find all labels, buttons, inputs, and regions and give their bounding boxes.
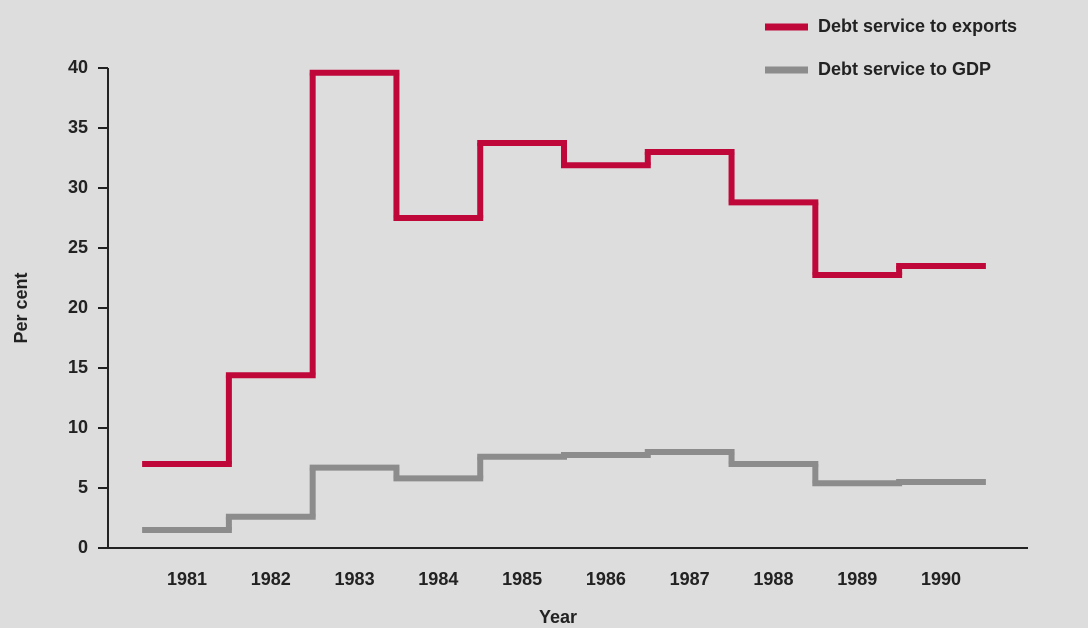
y-axis-label: Per cent xyxy=(11,272,31,343)
y-tick-label: 5 xyxy=(78,477,88,497)
x-tick-label: 1982 xyxy=(251,569,291,589)
x-tick-label: 1988 xyxy=(753,569,793,589)
x-tick-label: 1985 xyxy=(502,569,542,589)
y-tick-label: 25 xyxy=(68,237,88,257)
y-tick-label: 10 xyxy=(68,417,88,437)
x-tick-label: 1984 xyxy=(418,569,458,589)
x-tick-label: 1981 xyxy=(167,569,207,589)
y-tick-label: 20 xyxy=(68,297,88,317)
legend-label: Debt service to exports xyxy=(818,16,1017,36)
x-tick-label: 1990 xyxy=(921,569,961,589)
y-tick-label: 40 xyxy=(68,57,88,77)
x-tick-label: 1986 xyxy=(586,569,626,589)
x-tick-label: 1989 xyxy=(837,569,877,589)
x-tick-label: 1987 xyxy=(670,569,710,589)
y-tick-label: 15 xyxy=(68,357,88,377)
x-axis-label: Year xyxy=(539,607,577,627)
y-tick-label: 35 xyxy=(68,117,88,137)
y-tick-label: 0 xyxy=(78,537,88,557)
x-tick-label: 1983 xyxy=(335,569,375,589)
y-tick-label: 30 xyxy=(68,177,88,197)
legend-label: Debt service to GDP xyxy=(818,59,991,79)
